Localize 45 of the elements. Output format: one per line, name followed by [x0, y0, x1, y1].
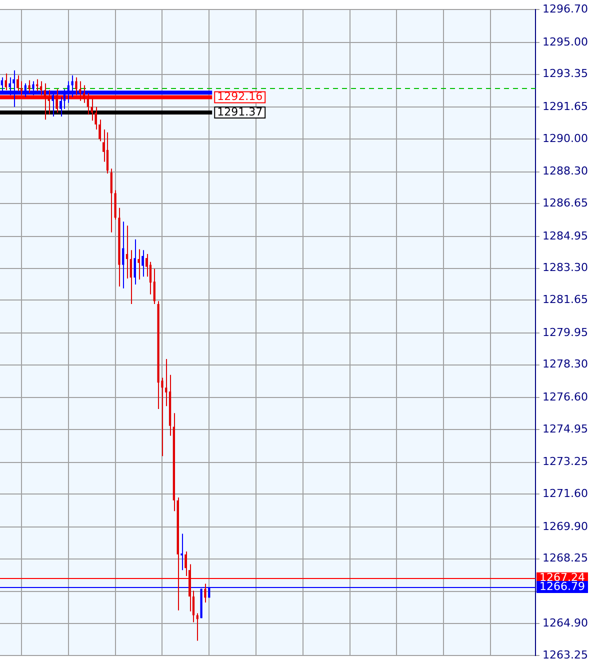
candlestick [40, 80, 42, 96]
candlestick [60, 96, 62, 118]
y-tick-label: 1279.95 [542, 326, 588, 339]
y-tick-label: 1286.65 [542, 196, 588, 210]
candlestick [75, 76, 78, 96]
candlestick [106, 132, 109, 174]
candlestick [86, 92, 90, 116]
y-tick-label: 1274.95 [542, 422, 588, 436]
ref-line-label: 1292.16 [217, 90, 263, 104]
y-tick-label: 1273.25 [542, 455, 588, 468]
candlestick [138, 248, 140, 280]
y-tick-label: 1291.65 [542, 100, 588, 113]
candlestick [48, 90, 50, 116]
y-tick-label: 1264.90 [542, 616, 588, 630]
y-tick-label: 1269.90 [542, 520, 588, 533]
candlestick [110, 168, 112, 233]
candlestick [134, 238, 136, 286]
y-tick-label: 1284.95 [542, 229, 588, 242]
ref-line-label: 1291.37 [217, 105, 263, 118]
y-tick-label: 1278.30 [542, 358, 588, 371]
y-tick-label: 1271.60 [542, 487, 588, 500]
candlestick [82, 84, 86, 104]
y-tick-label: 1290.00 [542, 132, 588, 145]
candlestick [196, 612, 198, 642]
candlestick [28, 80, 30, 94]
y-tick-label: 1268.25 [542, 552, 588, 565]
y-tick-label: 1295.00 [542, 35, 588, 48]
y-tick-label: 1293.35 [542, 67, 588, 80]
candlestick [204, 583, 206, 603]
candlestick [142, 250, 144, 278]
candlestick [122, 221, 124, 289]
y-tick-label: 1288.30 [542, 164, 588, 178]
candlestick [165, 358, 168, 407]
y-tick-label: 1296.70 [542, 2, 588, 16]
y-tick-label: 1281.65 [542, 293, 588, 306]
candlestick [126, 225, 128, 280]
candlestick [56, 88, 58, 114]
y-tick-label: 1276.60 [542, 390, 588, 404]
candlestick [130, 250, 132, 305]
candlestick [153, 268, 156, 305]
candlestick [44, 82, 46, 120]
y-tick-label: 1283.30 [542, 261, 588, 274]
y-tick-label: 1263.25 [542, 648, 588, 662]
candlestick [180, 533, 183, 571]
candlestick [79, 80, 82, 102]
